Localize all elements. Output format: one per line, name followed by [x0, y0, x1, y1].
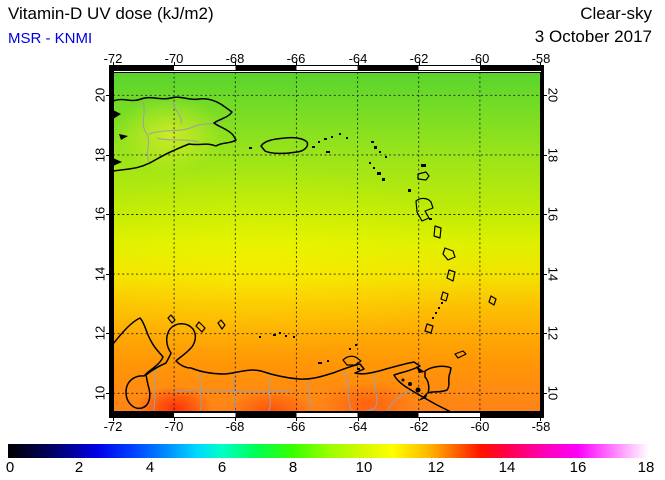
- lon-tick-label: -58: [531, 419, 551, 434]
- lon-tick-label: -64: [348, 51, 368, 66]
- lon-tick-label: -64: [348, 419, 368, 434]
- lat-tick-label: 14: [545, 266, 561, 282]
- coastline-bonaire: [217, 319, 226, 330]
- lon-tick-label: -72: [103, 419, 123, 434]
- lon-tick-label: -70: [164, 51, 184, 66]
- axis-tick: [106, 274, 109, 275]
- coastline-south-america: [112, 317, 454, 414]
- axis-tick: [419, 62, 420, 65]
- lat-tick-label: 12: [545, 325, 561, 341]
- axis-tick: [480, 418, 481, 421]
- axis-tick: [296, 62, 297, 65]
- lon-tick-label: -62: [409, 51, 429, 66]
- lon-tick-label: -62: [409, 419, 429, 434]
- map-border-left: [109, 65, 114, 418]
- lat-tick-label: 10: [545, 385, 561, 401]
- map-plot-area: [48, 72, 541, 430]
- coastline-guadeloupe: [415, 197, 434, 222]
- lon-tick-label: -66: [286, 419, 306, 434]
- axis-tick: [106, 393, 109, 394]
- date-label: 3 October 2017: [534, 27, 652, 46]
- lon-tick-label: -66: [286, 51, 306, 66]
- axis-tick: [544, 333, 547, 334]
- axis-tick: [174, 62, 175, 65]
- colorbar-tick-label: 12: [427, 459, 445, 476]
- axis-tick: [540, 62, 541, 65]
- uv-yellow-band: [48, 165, 478, 355]
- lat-tick-label: 16: [545, 206, 561, 222]
- axis-tick: [296, 418, 297, 421]
- small-islands: [113, 110, 443, 401]
- colorbar-tick-label: 6: [217, 459, 227, 476]
- map-border-bottom: [112, 412, 542, 418]
- axis-tick: [106, 214, 109, 215]
- sky-condition-label: Clear-sky: [580, 4, 652, 23]
- graticule-gridlines: [113, 72, 541, 412]
- data-source-label: MSR - KNMI: [8, 30, 93, 47]
- colorbar-tick-label: 18: [637, 459, 655, 476]
- lat-tick-label: 20: [545, 87, 561, 103]
- coastline-martinique: [442, 247, 456, 261]
- colorbar-tick-label: 10: [355, 459, 373, 476]
- lon-tick-label: -60: [470, 419, 490, 434]
- lon-tick-label: -72: [103, 51, 123, 66]
- axis-tick: [174, 418, 175, 421]
- coastline-curacao: [195, 321, 206, 333]
- uv-dose-field-map: [48, 72, 541, 430]
- map-border-right: [541, 65, 544, 418]
- coastline-st-vincent: [440, 291, 449, 302]
- coastline-puerto-rico: [260, 136, 309, 155]
- axis-tick: [544, 393, 547, 394]
- colorbar-tick-label: 8: [288, 459, 298, 476]
- coastlines: [112, 96, 497, 414]
- axis-tick: [544, 214, 547, 215]
- colorbar-tick-label: 14: [498, 459, 516, 476]
- coastline-antigua: [417, 171, 430, 181]
- coastline-aruba: [167, 314, 176, 324]
- coastline-hispaniola: [112, 96, 237, 172]
- coastline-tobago: [454, 350, 467, 359]
- lon-tick-label: -70: [164, 419, 184, 434]
- axis-tick: [480, 62, 481, 65]
- axis-tick: [544, 95, 547, 96]
- axis-tick: [113, 62, 114, 65]
- axis-tick: [113, 418, 114, 421]
- lon-tick-label: -68: [225, 51, 245, 66]
- uv-high-patch-hispaniola: [115, 96, 225, 172]
- colorbar-tick-label: 2: [74, 459, 84, 476]
- coastline-grenada: [424, 323, 434, 334]
- axis-tick: [358, 62, 359, 65]
- axis-tick: [358, 418, 359, 421]
- page-title: Vitamin-D UV dose (kJ/m2): [8, 4, 214, 23]
- lon-tick-label: -58: [531, 51, 551, 66]
- colorbar-tick-label: 16: [569, 459, 587, 476]
- colorbar-tick-label: 0: [5, 459, 15, 476]
- axis-tick: [544, 274, 547, 275]
- lon-tick-label: -68: [225, 419, 245, 434]
- axis-tick: [544, 155, 547, 156]
- coastline-st-lucia: [446, 269, 456, 282]
- coastline-margarita: [342, 355, 362, 366]
- coastline-trinidad: [424, 365, 452, 394]
- coastline-barbados: [488, 295, 497, 306]
- axis-tick: [235, 62, 236, 65]
- axis-tick: [106, 333, 109, 334]
- lon-tick-label: -60: [470, 51, 490, 66]
- colorbar-gradient: [8, 444, 649, 458]
- axis-tick: [106, 155, 109, 156]
- axis-tick: [106, 95, 109, 96]
- axis-tick: [540, 418, 541, 421]
- axis-tick: [419, 418, 420, 421]
- coastline-dominica: [433, 225, 442, 239]
- colorbar-tick-label: 4: [145, 459, 155, 476]
- axis-tick: [235, 418, 236, 421]
- lat-tick-label: 18: [545, 147, 561, 163]
